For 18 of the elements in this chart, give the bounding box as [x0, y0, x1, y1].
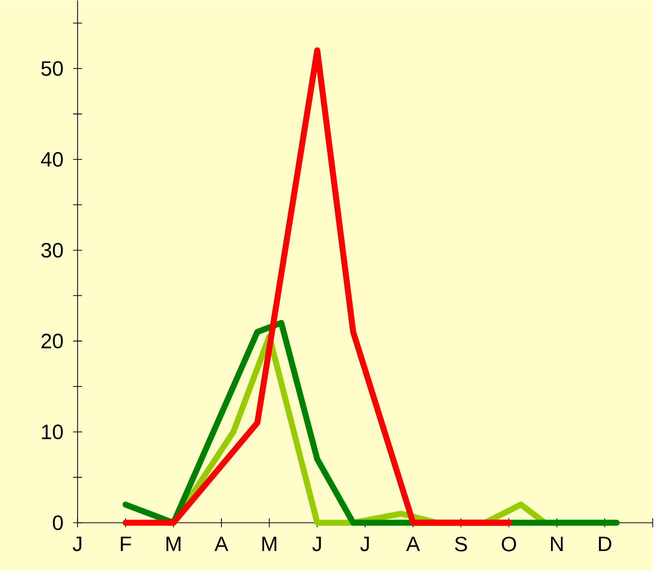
x-tick-label: N — [551, 536, 563, 552]
y-tick-label: 20 — [42, 334, 63, 349]
y-tick-label: 40 — [40, 152, 63, 167]
x-tick-label: A — [406, 536, 420, 552]
y-tick-label: 50 — [41, 61, 63, 76]
x-tick-label: D — [598, 536, 612, 552]
x-tick-label: J — [360, 536, 369, 552]
y-tick-label: 10 — [42, 424, 63, 440]
x-tick-label: F — [120, 536, 132, 552]
x-tick-label: M — [166, 536, 180, 552]
x-tick-label: J — [72, 536, 82, 552]
y-tick-label: 0 — [52, 516, 63, 530]
y-tick-label: 30 — [41, 243, 63, 258]
x-tick-label: A — [214, 536, 228, 552]
x-tick-label: O — [502, 536, 516, 552]
x-tick-label: J — [312, 536, 321, 552]
x-tick-label: M — [262, 536, 276, 552]
x-tick-label: S — [455, 536, 467, 552]
